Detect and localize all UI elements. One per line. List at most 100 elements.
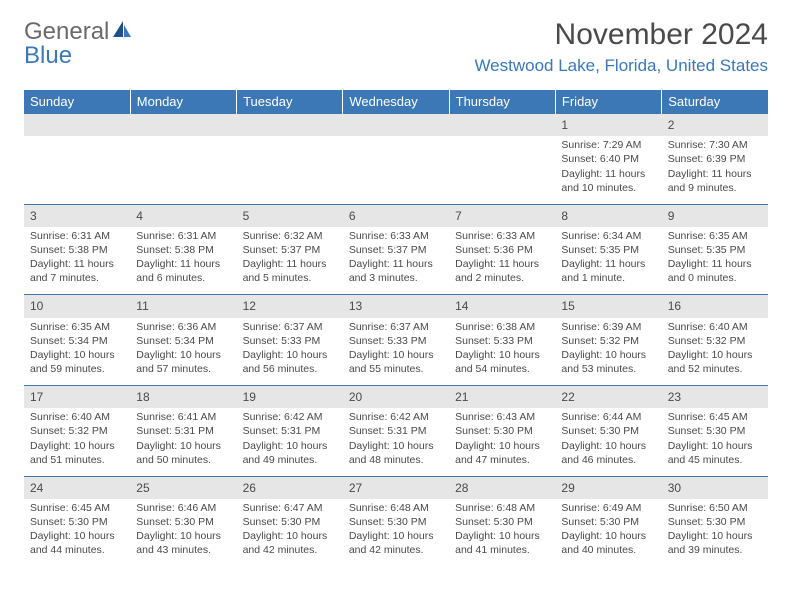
sail-icon [111, 18, 133, 46]
day-number [24, 114, 130, 137]
day-number: 8 [555, 204, 661, 227]
day-cell-text: Sunrise: 6:34 AMSunset: 5:35 PMDaylight:… [561, 229, 655, 286]
day-cell: Sunrise: 6:46 AMSunset: 5:30 PMDaylight:… [130, 499, 236, 567]
day-header: Sunday [24, 90, 130, 114]
day-number [130, 114, 236, 137]
week-content-row: Sunrise: 6:45 AMSunset: 5:30 PMDaylight:… [24, 499, 768, 567]
day-number: 2 [662, 114, 768, 137]
day-number: 27 [343, 476, 449, 499]
day-number: 17 [24, 386, 130, 409]
day-cell: Sunrise: 6:37 AMSunset: 5:33 PMDaylight:… [237, 318, 343, 386]
day-cell: Sunrise: 6:37 AMSunset: 5:33 PMDaylight:… [343, 318, 449, 386]
day-cell-text: Sunrise: 6:32 AMSunset: 5:37 PMDaylight:… [243, 229, 337, 286]
day-number: 5 [237, 204, 343, 227]
day-number: 18 [130, 386, 236, 409]
day-cell: Sunrise: 6:45 AMSunset: 5:30 PMDaylight:… [24, 499, 130, 567]
day-cell-text: Sunrise: 7:29 AMSunset: 6:40 PMDaylight:… [561, 138, 655, 195]
day-header: Saturday [662, 90, 768, 114]
day-number: 1 [555, 114, 661, 137]
day-header: Monday [130, 90, 236, 114]
day-cell-text: Sunrise: 6:41 AMSunset: 5:31 PMDaylight:… [136, 410, 230, 467]
calendar-table: Sunday Monday Tuesday Wednesday Thursday… [24, 90, 768, 567]
day-number: 25 [130, 476, 236, 499]
day-number: 7 [449, 204, 555, 227]
day-cell: Sunrise: 6:35 AMSunset: 5:34 PMDaylight:… [24, 318, 130, 386]
day-cell-text: Sunrise: 6:33 AMSunset: 5:37 PMDaylight:… [349, 229, 443, 286]
day-number: 28 [449, 476, 555, 499]
day-cell: Sunrise: 6:39 AMSunset: 5:32 PMDaylight:… [555, 318, 661, 386]
day-cell: Sunrise: 6:31 AMSunset: 5:38 PMDaylight:… [24, 227, 130, 295]
day-cell-text: Sunrise: 6:40 AMSunset: 5:32 PMDaylight:… [668, 320, 762, 377]
day-cell-text: Sunrise: 6:48 AMSunset: 5:30 PMDaylight:… [455, 501, 549, 558]
day-cell-text: Sunrise: 6:49 AMSunset: 5:30 PMDaylight:… [561, 501, 655, 558]
day-cell: Sunrise: 6:48 AMSunset: 5:30 PMDaylight:… [449, 499, 555, 567]
week-content-row: Sunrise: 6:31 AMSunset: 5:38 PMDaylight:… [24, 227, 768, 295]
day-cell: Sunrise: 6:33 AMSunset: 5:36 PMDaylight:… [449, 227, 555, 295]
day-number [343, 114, 449, 137]
day-cell-text: Sunrise: 6:47 AMSunset: 5:30 PMDaylight:… [243, 501, 337, 558]
day-number: 10 [24, 295, 130, 318]
day-header: Thursday [449, 90, 555, 114]
day-cell: Sunrise: 6:41 AMSunset: 5:31 PMDaylight:… [130, 408, 236, 476]
day-cell: Sunrise: 6:32 AMSunset: 5:37 PMDaylight:… [237, 227, 343, 295]
day-cell-text: Sunrise: 6:44 AMSunset: 5:30 PMDaylight:… [561, 410, 655, 467]
day-number: 24 [24, 476, 130, 499]
day-number: 14 [449, 295, 555, 318]
day-number: 26 [237, 476, 343, 499]
week-content-row: Sunrise: 6:40 AMSunset: 5:32 PMDaylight:… [24, 408, 768, 476]
day-cell-text: Sunrise: 6:42 AMSunset: 5:31 PMDaylight:… [243, 410, 337, 467]
day-number: 16 [662, 295, 768, 318]
day-cell-text: Sunrise: 6:39 AMSunset: 5:32 PMDaylight:… [561, 320, 655, 377]
day-number: 11 [130, 295, 236, 318]
day-cell: Sunrise: 6:40 AMSunset: 5:32 PMDaylight:… [24, 408, 130, 476]
day-cell: Sunrise: 6:38 AMSunset: 5:33 PMDaylight:… [449, 318, 555, 386]
day-cell: Sunrise: 6:33 AMSunset: 5:37 PMDaylight:… [343, 227, 449, 295]
day-cell-text: Sunrise: 6:43 AMSunset: 5:30 PMDaylight:… [455, 410, 549, 467]
day-cell-text: Sunrise: 6:37 AMSunset: 5:33 PMDaylight:… [243, 320, 337, 377]
title-block: November 2024 Westwood Lake, Florida, Un… [474, 18, 768, 76]
day-header: Friday [555, 90, 661, 114]
day-number: 9 [662, 204, 768, 227]
day-number: 20 [343, 386, 449, 409]
day-cell [24, 136, 130, 204]
day-cell: Sunrise: 6:40 AMSunset: 5:32 PMDaylight:… [662, 318, 768, 386]
week-content-row: Sunrise: 6:35 AMSunset: 5:34 PMDaylight:… [24, 318, 768, 386]
page-title: November 2024 [474, 18, 768, 52]
day-cell-text: Sunrise: 6:40 AMSunset: 5:32 PMDaylight:… [30, 410, 124, 467]
day-number: 6 [343, 204, 449, 227]
week-content-row: Sunrise: 7:29 AMSunset: 6:40 PMDaylight:… [24, 136, 768, 204]
day-cell: Sunrise: 6:43 AMSunset: 5:30 PMDaylight:… [449, 408, 555, 476]
day-cell: Sunrise: 6:34 AMSunset: 5:35 PMDaylight:… [555, 227, 661, 295]
day-number: 3 [24, 204, 130, 227]
week-daynum-row: 12 [24, 114, 768, 137]
day-number: 13 [343, 295, 449, 318]
day-cell [449, 136, 555, 204]
week-daynum-row: 10111213141516 [24, 295, 768, 318]
day-header: Tuesday [237, 90, 343, 114]
week-daynum-row: 24252627282930 [24, 476, 768, 499]
day-cell-text: Sunrise: 6:42 AMSunset: 5:31 PMDaylight:… [349, 410, 443, 467]
day-number: 22 [555, 386, 661, 409]
day-cell-text: Sunrise: 7:30 AMSunset: 6:39 PMDaylight:… [668, 138, 762, 195]
day-cell: Sunrise: 6:50 AMSunset: 5:30 PMDaylight:… [662, 499, 768, 567]
day-cell-text: Sunrise: 6:35 AMSunset: 5:35 PMDaylight:… [668, 229, 762, 286]
day-number: 4 [130, 204, 236, 227]
day-number [237, 114, 343, 137]
day-cell-text: Sunrise: 6:45 AMSunset: 5:30 PMDaylight:… [668, 410, 762, 467]
day-cell: Sunrise: 6:42 AMSunset: 5:31 PMDaylight:… [237, 408, 343, 476]
day-cell-text: Sunrise: 6:31 AMSunset: 5:38 PMDaylight:… [30, 229, 124, 286]
day-number: 21 [449, 386, 555, 409]
day-number: 19 [237, 386, 343, 409]
day-cell: Sunrise: 6:49 AMSunset: 5:30 PMDaylight:… [555, 499, 661, 567]
day-cell: Sunrise: 6:44 AMSunset: 5:30 PMDaylight:… [555, 408, 661, 476]
day-cell: Sunrise: 6:47 AMSunset: 5:30 PMDaylight:… [237, 499, 343, 567]
day-number [449, 114, 555, 137]
day-cell [343, 136, 449, 204]
location-subtitle: Westwood Lake, Florida, United States [474, 56, 768, 76]
day-number: 15 [555, 295, 661, 318]
day-cell-text: Sunrise: 6:46 AMSunset: 5:30 PMDaylight:… [136, 501, 230, 558]
day-cell: Sunrise: 7:30 AMSunset: 6:39 PMDaylight:… [662, 136, 768, 204]
day-cell: Sunrise: 6:36 AMSunset: 5:34 PMDaylight:… [130, 318, 236, 386]
day-cell: Sunrise: 6:35 AMSunset: 5:35 PMDaylight:… [662, 227, 768, 295]
day-cell-text: Sunrise: 6:48 AMSunset: 5:30 PMDaylight:… [349, 501, 443, 558]
